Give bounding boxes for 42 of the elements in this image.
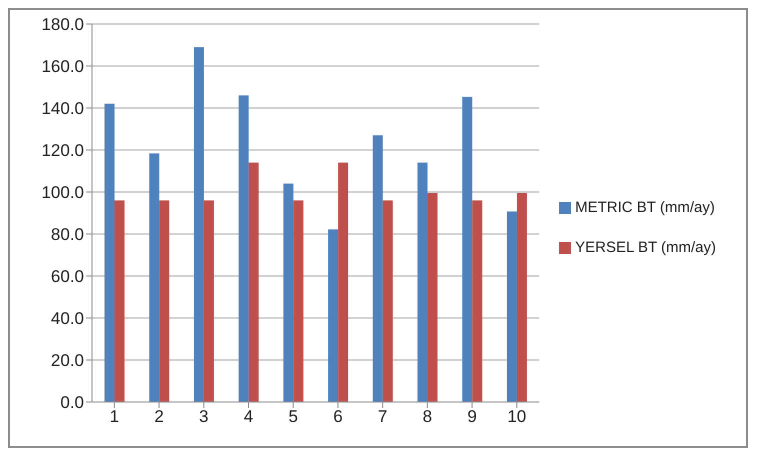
- x-tick-label: 1: [110, 407, 120, 426]
- x-tick-label: 6: [333, 407, 343, 426]
- legend-label: YERSEL BT (mm/ay): [575, 239, 716, 256]
- bar: [516, 193, 527, 402]
- x-tick-label: 2: [154, 407, 164, 426]
- bar: [283, 184, 294, 402]
- bar: [328, 229, 338, 402]
- bar: [149, 153, 160, 402]
- y-tick-label: 120.0: [41, 141, 84, 160]
- y-tick-label: 0.0: [60, 393, 84, 412]
- bar: [114, 200, 125, 402]
- x-tick-label: 7: [378, 407, 388, 426]
- x-tick-label: 9: [467, 407, 477, 426]
- bar: [104, 104, 115, 402]
- y-tick-label: 40.0: [50, 309, 84, 328]
- y-tick-label: 100.0: [41, 183, 84, 202]
- x-tick-label: 5: [288, 407, 298, 426]
- bar: [194, 47, 204, 402]
- bar: [382, 200, 393, 402]
- bar: [248, 162, 259, 402]
- y-tick-label: 60.0: [50, 267, 84, 286]
- y-tick-label: 140.0: [41, 99, 84, 118]
- bar: [159, 200, 170, 402]
- y-tick-label: 160.0: [41, 57, 84, 76]
- x-tick-label: 4: [244, 407, 254, 426]
- bar: [204, 200, 214, 402]
- x-tick-label: 3: [199, 407, 209, 426]
- bar: [372, 135, 383, 402]
- bar: [472, 200, 482, 402]
- bar: [418, 162, 428, 402]
- bar: [506, 212, 517, 402]
- bar: [293, 200, 304, 402]
- bar: [428, 193, 438, 402]
- bar: [462, 96, 472, 402]
- bar: [338, 162, 348, 402]
- x-tick-label: 10: [507, 407, 526, 426]
- x-tick-label: 8: [422, 407, 432, 426]
- y-tick-label: 180.0: [41, 15, 84, 34]
- y-tick-label: 20.0: [50, 351, 84, 370]
- legend-label: METRIC BT (mm/ay): [575, 199, 715, 216]
- bar: [238, 95, 249, 402]
- y-tick-label: 80.0: [50, 225, 84, 244]
